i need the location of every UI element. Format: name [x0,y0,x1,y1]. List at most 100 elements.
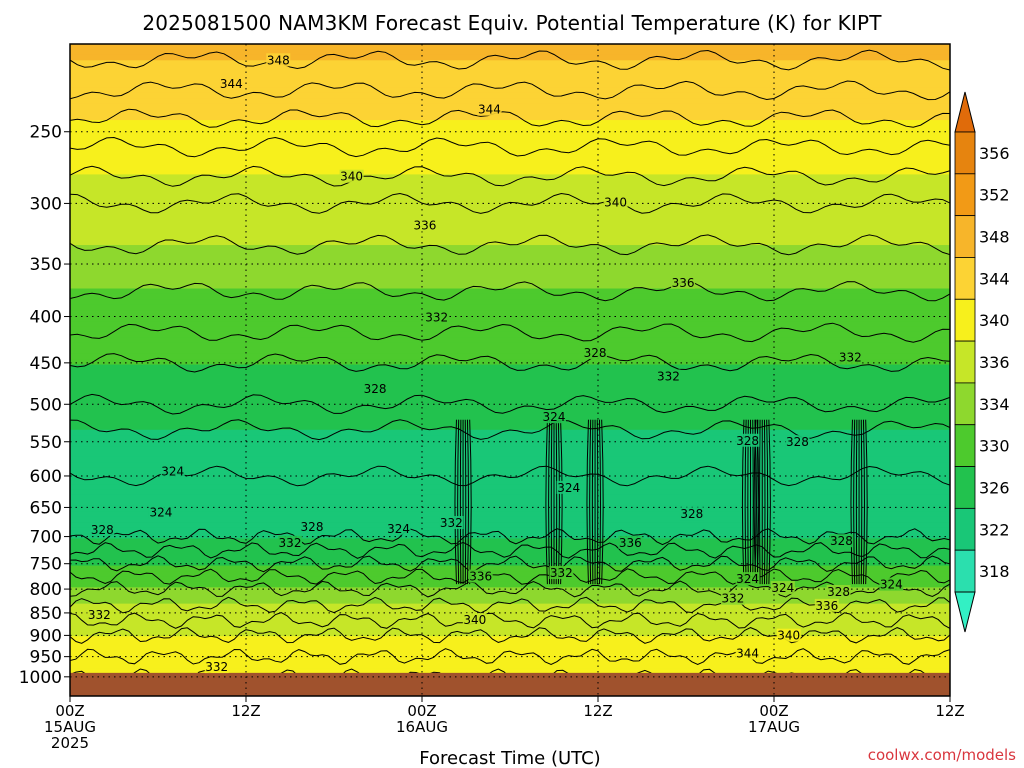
contour-label: 324 [149,505,172,519]
field-band [70,114,950,121]
field-band [70,201,950,208]
contour-label: 332 [550,566,573,580]
contour-label: 332 [88,608,111,622]
field-band [70,76,950,83]
field-band [70,619,950,626]
field-band [70,190,950,197]
contour-label-bg [556,480,581,494]
field-band [70,44,950,51]
field-band [70,663,950,670]
convective-contour [560,419,563,585]
credit-link[interactable]: coolwx.com/models [868,746,1016,764]
contour-line [70,555,950,573]
field-band [70,141,950,148]
colorbar-extend-bottom [954,591,976,633]
contour-line [70,49,950,71]
colorbar-label: 330 [979,437,1010,456]
convective-contour [469,419,472,585]
field-band [70,668,950,675]
contour-label: 332 [657,369,680,383]
colorbar-label: 318 [979,562,1010,581]
field-band [70,136,950,143]
field-band [70,49,950,56]
colorbar-swatch [954,507,976,551]
contour-label-bg [219,77,244,91]
contour-label-bg [300,520,324,534]
field-band [70,560,950,567]
contour-label-bg [838,350,863,364]
contour-label-bg [720,591,745,605]
contour-label-bg [87,608,112,622]
contour-label-bg [879,577,904,591]
convective-contour [550,419,553,585]
colorbar-label: 336 [979,353,1010,372]
field-band [70,603,950,610]
field-band [70,446,950,453]
surface-band [70,672,950,696]
contour-label: 328 [830,534,853,548]
convective-contour [591,419,594,585]
field-band [70,614,950,621]
field-band [70,522,950,529]
y-tick-label: 750 [30,555,62,575]
y-tick-label: 850 [30,604,62,624]
contour-label: 344 [736,647,759,661]
contour-line [70,568,950,586]
field-band [70,87,950,94]
contour-label: 336 [672,276,695,290]
contour-label-bg [785,435,810,449]
contour-label: 328 [786,435,809,449]
field-band [70,212,950,219]
field-band [70,370,950,377]
convective-contour [862,419,865,585]
field-band [70,163,950,170]
colorbar-extend-top [954,91,976,133]
contour-label: 324 [736,572,759,586]
field-band [70,657,950,664]
field-band [70,380,950,387]
colorbar-swatch [954,424,976,467]
contour-label-bg [363,381,388,395]
contour-label: 340 [777,629,800,643]
colorbar-label: 326 [979,478,1010,497]
field-band [70,250,950,257]
field-band [70,424,950,431]
y-tick-label: 250 [30,123,62,143]
contour-label-bg [160,464,185,478]
field-band [70,234,950,241]
contour-label: 324 [161,465,184,479]
field-band [70,440,950,447]
field-band [70,315,950,322]
field-band [70,527,950,534]
y-tick-label: 1000 [19,668,62,688]
colorbar-swatch [954,215,976,258]
contour-label: 328 [827,585,850,599]
contour-label: 328 [584,346,607,360]
field-band [70,494,950,501]
field-band [70,505,950,512]
field-band [70,239,950,246]
contour-label: 336 [413,218,436,232]
contour-label-bg [386,521,411,535]
convective-contour [466,419,469,585]
convective-contour [457,419,460,585]
field-band [70,65,950,72]
x-tick-label: 00Z [55,702,84,720]
contour-line [70,353,950,373]
field-band [70,337,950,344]
contour-line [70,108,950,128]
field-band [70,158,950,165]
field-band [70,103,950,110]
field-band [70,185,950,192]
x-tick-label: 00Z [407,702,436,720]
convective-contour [853,419,856,585]
contour-label: 328 [736,434,759,448]
contour-label: 332 [205,660,228,674]
field-band [70,641,950,648]
contour-label: 328 [91,523,114,537]
contour-line [70,465,950,487]
contour-label: 340 [340,170,363,184]
field-band [70,625,950,632]
x-tick-label: 12Z [935,702,964,720]
